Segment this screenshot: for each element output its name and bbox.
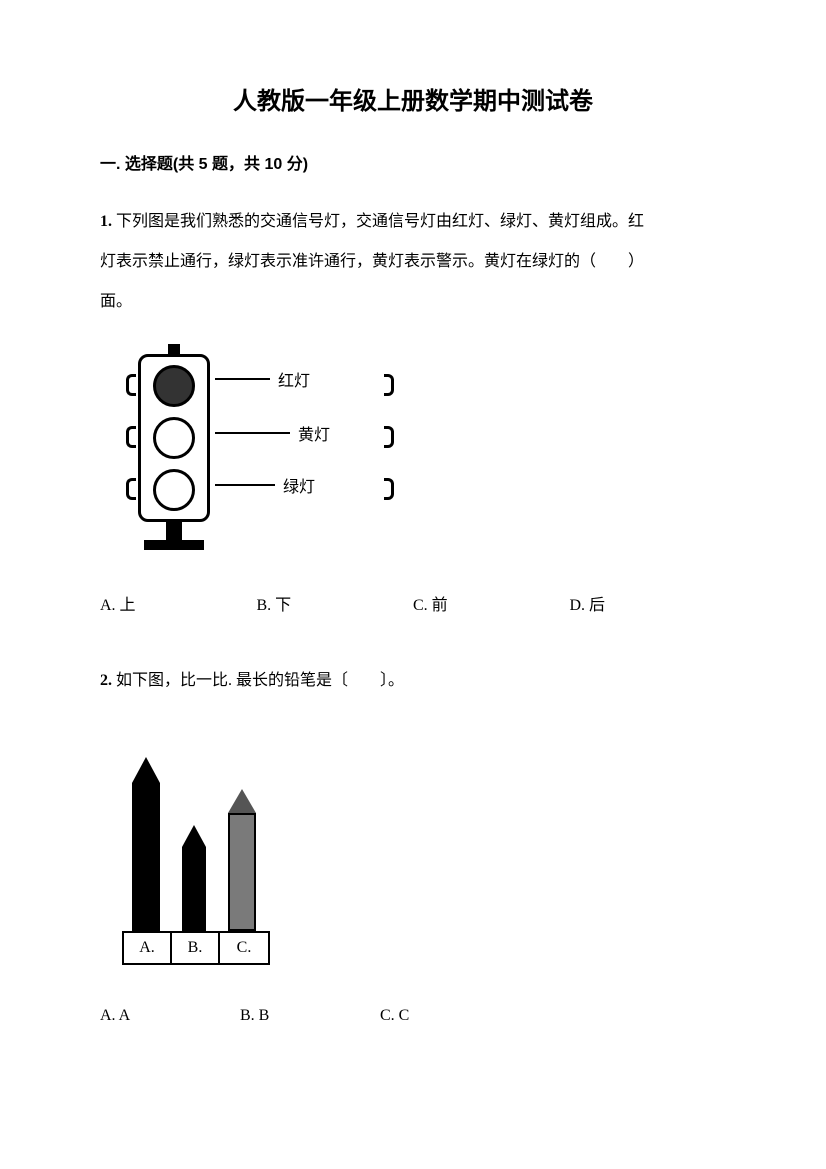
q1-option-d[interactable]: D. 后: [570, 592, 727, 621]
yellow-light-label: 黄灯: [298, 422, 330, 451]
red-light-icon: [153, 365, 195, 407]
q1-text-line3: 面。: [100, 293, 132, 310]
traffic-light-box: [138, 354, 210, 522]
q2-option-a[interactable]: A. A: [100, 1002, 240, 1031]
traffic-pole: [166, 522, 182, 540]
q1-number: 1.: [100, 213, 112, 230]
pencils-figure: A. B. C.: [120, 731, 290, 966]
traffic-ear-icon: [384, 426, 394, 448]
q2-option-b[interactable]: B. B: [240, 1002, 380, 1031]
traffic-ear-icon: [384, 478, 394, 500]
green-light-icon: [153, 469, 195, 511]
question-1: 1. 下列图是我们熟悉的交通信号灯，交通信号灯由红灯、绿灯、黄灯组成。红 灯表示…: [100, 202, 726, 322]
q1-option-b[interactable]: B. 下: [257, 592, 414, 621]
pencil-label-boxes: A. B. C.: [122, 931, 270, 965]
q1-options: A. 上 B. 下 C. 前 D. 后: [100, 592, 726, 621]
red-light-label: 红灯: [278, 368, 310, 397]
q1-text-line2: 灯表示禁止通行，绿灯表示准许通行，黄灯表示警示。黄灯在绿灯的（ ）: [100, 253, 644, 270]
traffic-pole-top: [168, 344, 180, 354]
label-line-icon: [215, 432, 290, 434]
traffic-light-figure: 红灯 黄灯 绿灯: [120, 342, 400, 562]
pencil-b-icon: [182, 825, 206, 931]
traffic-base: [144, 540, 204, 550]
q1-option-a[interactable]: A. 上: [100, 592, 257, 621]
q1-option-c[interactable]: C. 前: [413, 592, 570, 621]
question-2: 2. 如下图，比一比. 最长的铅笔是〔 〕。: [100, 661, 726, 701]
label-line-icon: [215, 484, 275, 486]
page-title: 人教版一年级上册数学期中测试卷: [100, 80, 726, 123]
yellow-light-icon: [153, 417, 195, 459]
pencil-label-c: C.: [220, 933, 268, 963]
q1-text-line1: 下列图是我们熟悉的交通信号灯，交通信号灯由红灯、绿灯、黄灯组成。红: [112, 213, 644, 230]
q2-number: 2.: [100, 672, 112, 689]
pencil-a-icon: [132, 757, 160, 931]
q2-text: 如下图，比一比. 最长的铅笔是〔 〕。: [112, 672, 404, 689]
traffic-ear-icon: [126, 426, 136, 448]
pencils-frame: [122, 731, 272, 931]
section-header-1: 一. 选择题(共 5 题，共 10 分): [100, 151, 726, 180]
pencil-label-a: A.: [124, 933, 172, 963]
q2-options: A. A B. B C. C: [100, 1002, 726, 1031]
q2-option-c[interactable]: C. C: [380, 1002, 520, 1031]
traffic-ear-icon: [126, 374, 136, 396]
pencil-c-icon: [228, 789, 256, 931]
traffic-ear-icon: [126, 478, 136, 500]
label-line-icon: [215, 378, 270, 380]
traffic-ear-icon: [384, 374, 394, 396]
green-light-label: 绿灯: [283, 474, 315, 503]
pencil-label-b: B.: [172, 933, 220, 963]
